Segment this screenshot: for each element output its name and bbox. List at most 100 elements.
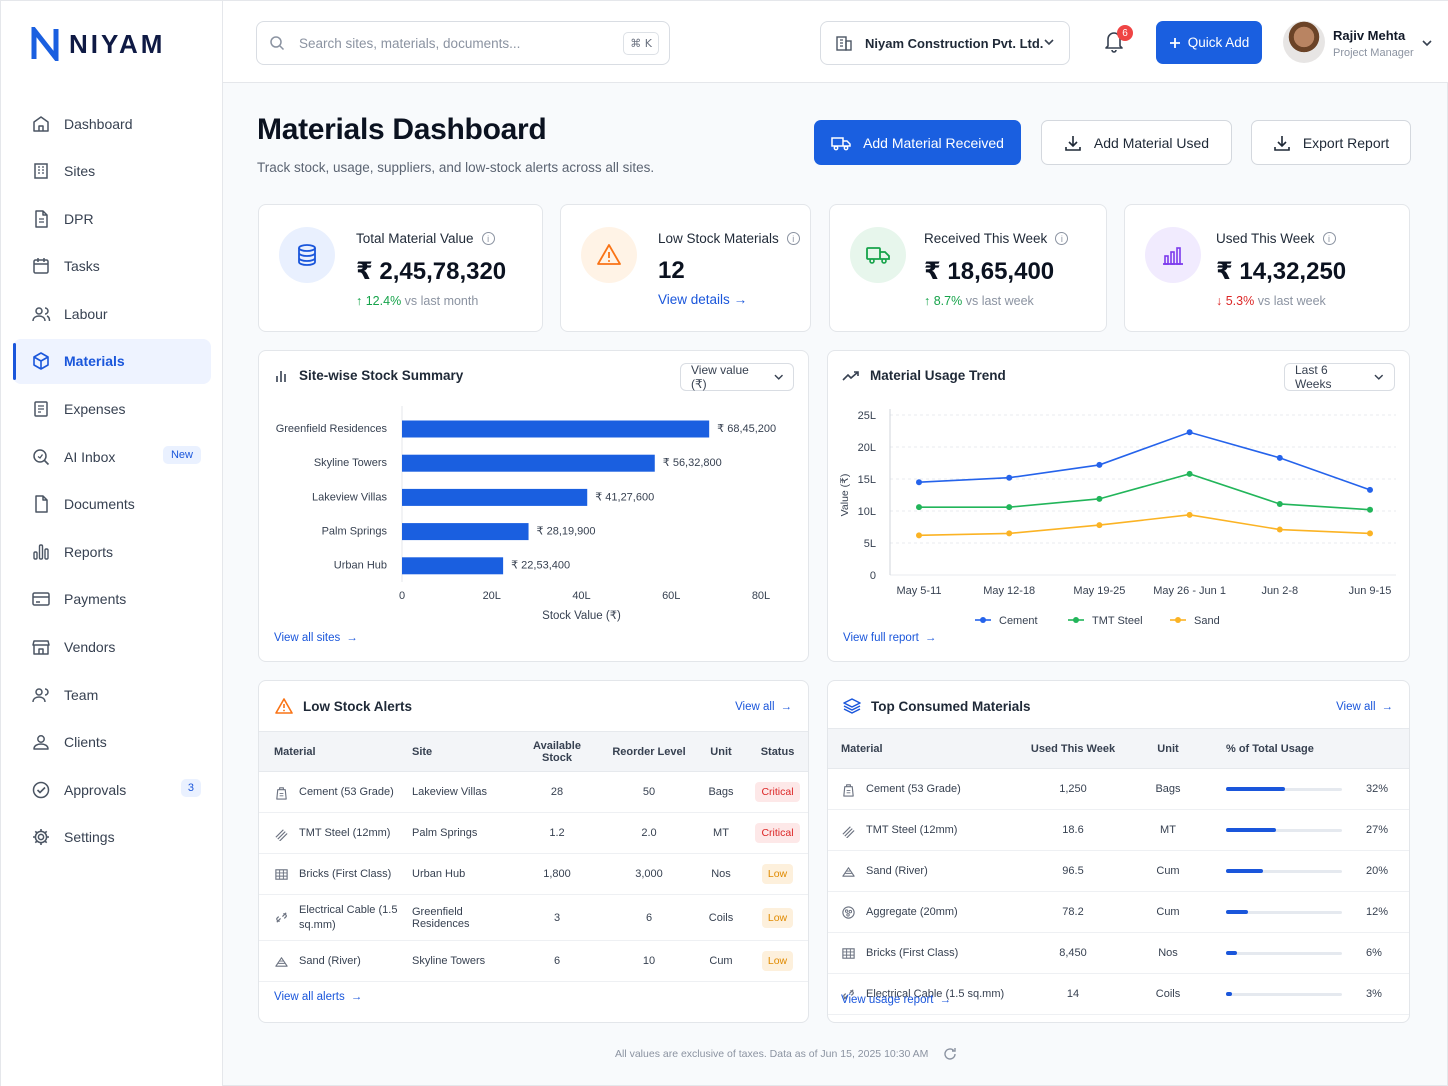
company-selector[interactable]: Niyam Construction Pvt. Ltd. (820, 21, 1070, 65)
info-icon[interactable]: i (481, 232, 495, 245)
series-point (916, 532, 922, 539)
x-tick-label: 40L (572, 590, 590, 602)
notification-bell-icon[interactable] (1103, 29, 1125, 53)
bar-category-label: Lakeview Villas (312, 491, 388, 503)
sidebar-item-expenses[interactable]: Expenses (13, 387, 211, 432)
user-name: Rajiv Mehta (1333, 28, 1406, 43)
usage-trend-title: Material Usage Trend (870, 368, 1006, 383)
table-row[interactable]: Bricks (First Class) Urban Hub 1,800 3,000 N… (259, 853, 808, 895)
delivery-truck-icon (850, 227, 906, 283)
arrow-right-icon: → (924, 632, 937, 644)
file-icon-svg (35, 495, 48, 513)
sidebar-item-reports[interactable]: Reports (13, 529, 211, 574)
add-material-received-button[interactable]: Add Material Received (814, 120, 1021, 165)
info-icon[interactable]: i (1055, 232, 1069, 245)
view-all-alerts-link[interactable]: View all alerts → (274, 991, 362, 1003)
unit-cell: MT (695, 812, 747, 854)
table-row[interactable]: Sand (River) 96.5 Cum 20% (828, 850, 1409, 892)
company-name: Niyam Construction Pvt. Ltd. (865, 35, 1044, 51)
table-row[interactable]: Electrical Cable (1.5 sq.mm) Greenfield R… (259, 894, 808, 941)
usage-line-chart: 0 5L 10L 15L 20L 25L Value (₹) May 5-11 May 12-1… (839, 409, 1396, 627)
column-header: Site (406, 731, 511, 772)
sidebar-item-sites[interactable]: Sites (13, 149, 211, 194)
y-tick-label: 5L (864, 538, 876, 550)
cube-icon (31, 351, 51, 371)
usage-share-cell: 3% (1213, 973, 1409, 1015)
bar-category-label: Greenfield Residences (276, 423, 388, 435)
table-row[interactable]: Electrical Cable (1.5 sq.mm) 14 Coils 3% (828, 973, 1409, 1015)
sidebar-item-tasks[interactable]: Tasks (13, 244, 211, 289)
table-row[interactable]: Bricks (First Class) 8,450 Nos 6% (828, 932, 1409, 974)
sidebar-item-label: Documents (64, 496, 135, 513)
series-point (1096, 495, 1103, 502)
info-icon[interactable]: i (1322, 232, 1336, 245)
add-material-used-button[interactable]: Add Material Used (1041, 120, 1232, 165)
sidebar-item-dashboard[interactable]: Dashboard (13, 101, 211, 146)
sidebar-item-team[interactable]: Team (13, 672, 211, 717)
series-point (1276, 526, 1283, 533)
site-cell: Greenfield Residences (406, 894, 511, 941)
table-row[interactable]: Sand (River) Skyline Towers 6 10 Cum Low (259, 940, 808, 982)
low-stock-view-all-link[interactable]: View all → (735, 701, 792, 713)
status-cell: Critical (747, 812, 808, 854)
low-stock-view-all-label: View all (735, 701, 775, 713)
table-row[interactable]: TMT Steel (12mm) 18.6 MT 27% (828, 809, 1409, 851)
quick-add-button[interactable]: Quick Add (1156, 21, 1262, 64)
legend-swatch-dot (980, 617, 986, 623)
top-consumed-header: Top Consumed Materials (843, 698, 1031, 714)
export-report-button[interactable]: Export Report (1251, 120, 1411, 165)
add-material-received-label: Add Material Received (863, 134, 1004, 151)
user-role: Project Manager (1333, 47, 1414, 59)
kpi-used-delta-row: ↓ 5.3% vs last week (1216, 294, 1326, 308)
truck-icon (831, 136, 851, 150)
global-search[interactable]: ⌘ K (256, 21, 670, 65)
sidebar-item-payments[interactable]: Payments (13, 577, 211, 622)
top-consumed-header-row: Material Used This Week Unit% of Total Usa… (828, 728, 1409, 769)
trend-up-icon (842, 370, 859, 381)
period-select[interactable]: Last 6 Weeks (1284, 363, 1395, 391)
sand-pile-icon (842, 866, 855, 877)
table-row[interactable]: Cement (53 Grade) 1,250 Bags 32% (828, 768, 1409, 810)
unit-cell: Cum (1123, 891, 1213, 933)
view-usage-report-link[interactable]: View usage report → (841, 994, 951, 1006)
table-row[interactable]: Cement (53 Grade) Lakeview Villas 28 50 Bags… (259, 771, 808, 813)
search-input[interactable] (299, 35, 599, 51)
table-row[interactable]: Aggregate (20mm) 78.2 Cum 12% (828, 891, 1409, 933)
sidebar-item-ai-inbox[interactable]: AI Inbox New (13, 434, 211, 479)
refresh-icon[interactable] (942, 1046, 958, 1062)
site-cell: Urban Hub (406, 853, 511, 895)
sidebar-item-dpr[interactable]: DPR (13, 196, 211, 241)
top-consumed-title: Top Consumed Materials (871, 698, 1031, 714)
user-menu-chevron-icon[interactable] (1421, 37, 1433, 49)
low-stock-body: Cement (53 Grade) Lakeview Villas 28 50 Bags… (259, 771, 808, 982)
sidebar-item-clients[interactable]: Clients (13, 720, 211, 765)
sidebar-item-approvals[interactable]: Approvals 3 (13, 767, 211, 812)
sidebar-item-documents[interactable]: Documents (13, 482, 211, 527)
info-icon[interactable]: i (786, 232, 800, 245)
sidebar-item-materials[interactable]: Materials (13, 338, 211, 384)
kpi-low-label-row: Low Stock Materials i (658, 231, 800, 246)
sand-pile-icon (275, 956, 288, 967)
document-icon-svg (35, 209, 48, 228)
series-line-tmt-steel (919, 473, 1371, 511)
column-header: Material (828, 728, 1023, 769)
unit-cell: Nos (695, 853, 747, 895)
material-name: Aggregate (20mm) (866, 906, 958, 918)
top-consumed-view-all-link[interactable]: View all → (1336, 701, 1393, 713)
view-details-link[interactable]: View details → (658, 292, 747, 307)
sidebar-item-labour[interactable]: Labour (13, 291, 211, 336)
y-tick-label: 20L (858, 442, 876, 454)
kpi-received-label-row: Received This Week i (924, 231, 1069, 246)
chevron-down-icon (1374, 374, 1384, 380)
brand-logo[interactable]: NIYAM (31, 27, 165, 61)
unit-cell: MT (1123, 809, 1213, 851)
view-all-sites-link[interactable]: View all sites → (274, 632, 358, 644)
stock-view-select[interactable]: View value (₹) (680, 363, 794, 391)
view-full-report-link[interactable]: View full report → (843, 632, 936, 644)
user-avatar[interactable] (1283, 21, 1325, 63)
table-row[interactable]: TMT Steel (12mm) Palm Springs 1.2 2.0 MT Crit… (259, 812, 808, 854)
team-icon (31, 685, 51, 705)
sidebar-item-vendors[interactable]: Vendors (13, 625, 211, 670)
sidebar-item-settings[interactable]: Settings (13, 815, 211, 860)
column-header: Reorder Level (603, 731, 695, 772)
